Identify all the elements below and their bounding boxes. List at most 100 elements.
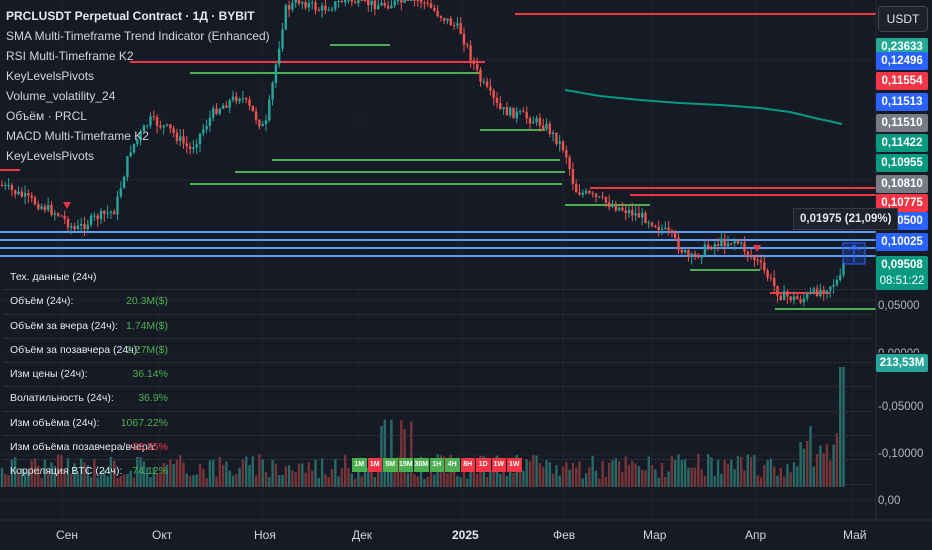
volume-bar (584, 473, 588, 487)
price-level-label: 0,10775 (876, 194, 928, 212)
indicator-macd[interactable]: MACD Multi-Timeframe K2 (6, 129, 149, 143)
candle-body (129, 152, 132, 157)
candle-body (96, 215, 99, 220)
candle-body (278, 48, 281, 65)
volume-bar (756, 475, 759, 487)
candle-body (132, 143, 136, 153)
axis-tick: 0,05000 (878, 300, 920, 312)
candle-body (575, 184, 578, 193)
indicator-volume[interactable]: Объём · PRCL (6, 109, 87, 123)
volume-bar (782, 476, 786, 487)
sell-signal-marker (753, 245, 761, 252)
candle-body (373, 0, 377, 10)
price-level-label: 0,09508 (876, 256, 928, 274)
candle-body (43, 206, 47, 211)
candle-body (350, 0, 353, 2)
candle-body (109, 211, 113, 213)
candle-body (60, 215, 63, 217)
candle-body (195, 144, 198, 148)
candle-body (334, 1, 337, 10)
volume-bar (726, 463, 730, 487)
timeframe-badge: 15M (398, 458, 413, 472)
volume-bar (815, 453, 819, 487)
volume-bar (347, 467, 350, 487)
symbol-title[interactable]: PRCLUSDT Perpetual Contract · 1Д · BYBIT (6, 9, 255, 23)
volume-bar (271, 460, 274, 487)
volume-bar (251, 456, 254, 487)
volume-bar (786, 464, 789, 487)
indicator-volume-volatility[interactable]: Volume_volatility_24 (6, 89, 116, 103)
candle-body (670, 230, 674, 233)
candle-body (614, 205, 617, 211)
volume-bar (769, 458, 773, 487)
candle-body (842, 263, 845, 276)
candle-body (637, 213, 641, 218)
volume-bar (172, 464, 175, 487)
tech-table-header: Тех. данные (24ч) (4, 266, 874, 291)
volume-bar (241, 458, 245, 487)
time-axis[interactable]: Сен Окт Ноя Дек 2025 Фев Мар Апр Май (0, 520, 876, 550)
tech-table-row: Объём (24ч): 20.3M($) (4, 290, 874, 315)
volume-bar (763, 464, 766, 487)
volume-bar (789, 471, 792, 487)
volume-bar (568, 469, 571, 487)
volume-bar (146, 467, 149, 487)
volume-bar (532, 454, 535, 487)
volume-bar (502, 469, 505, 487)
candle-body (136, 138, 139, 144)
candle-body (20, 191, 23, 197)
candle-body (479, 69, 482, 82)
volume-bar (736, 456, 740, 487)
volume-bar (802, 448, 806, 487)
volume-bar (703, 475, 707, 487)
volume-bar (822, 453, 825, 487)
indicator-keylevels-2[interactable]: KeyLevelsPivots (6, 149, 95, 163)
candle-body (149, 116, 152, 126)
volume-bar (159, 472, 162, 487)
candle-body (330, 9, 334, 11)
candle-body (769, 277, 773, 279)
volume-bar (621, 471, 624, 487)
volume-bar (393, 470, 396, 487)
volume-bar (185, 473, 188, 487)
candle-body (188, 146, 192, 149)
volume-bar (287, 465, 291, 487)
indicator-sma[interactable]: SMA Multi-Timeframe Trend Indicator (Enh… (6, 29, 270, 43)
tech-table-row: Изм цены (24ч): 36.14% (4, 363, 874, 388)
volume-bar (142, 461, 146, 487)
candle-body (429, 3, 433, 8)
volume-bar (670, 455, 674, 487)
currency-button[interactable]: USDT (878, 6, 928, 32)
tech-data-table: Тех. данные (24ч) Объём (24ч): 20.3M($) Об… (4, 266, 874, 485)
indicator-rsi[interactable]: RSI Multi-Timeframe K2 (6, 49, 134, 63)
axis-tick: -0,05000 (878, 401, 924, 413)
volume-bar (245, 456, 248, 487)
candle-body (248, 99, 251, 106)
candle-body (779, 295, 782, 300)
candle-body (459, 23, 462, 34)
price-level-label: 0,23633 (876, 38, 928, 56)
sma-line (564, 89, 843, 125)
volume-bar (598, 478, 601, 487)
candle-body (512, 107, 515, 119)
candle-body (492, 90, 495, 99)
volume-bar (443, 456, 446, 487)
candle-body (70, 226, 73, 228)
tech-row-label: Объём за вчера (24ч): (10, 319, 119, 332)
candle-body (235, 96, 238, 102)
candle-body (713, 244, 716, 249)
indicator-keylevels[interactable]: KeyLevelsPivots (6, 69, 95, 83)
time-axis-label: Ноя (254, 528, 276, 542)
candle-body (76, 225, 80, 230)
volume-bar (47, 471, 50, 487)
candle-body (86, 224, 89, 229)
timeframe-badge: 30M (414, 458, 429, 472)
volume-bar (723, 460, 726, 487)
candle-body (759, 260, 763, 263)
volume-bar (749, 457, 753, 487)
volume-bar (812, 466, 815, 487)
volume-bar (284, 466, 287, 487)
timeframe-badge: 1W (491, 458, 506, 472)
candle-body (456, 23, 459, 26)
